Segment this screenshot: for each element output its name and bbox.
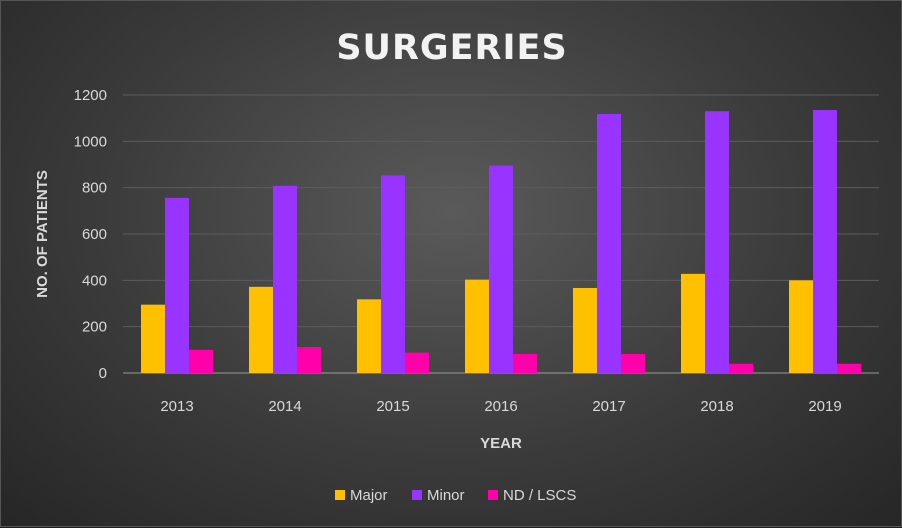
legend: Major Minor ND / LSCS <box>335 487 576 504</box>
y-tick-label: 800 <box>82 180 107 197</box>
bars <box>141 110 861 373</box>
y-axis: 0 200 400 600 800 1000 1200 <box>74 87 107 382</box>
bar-major-2016 <box>465 279 489 373</box>
legend-swatch <box>412 490 422 500</box>
y-tick-label: 600 <box>82 226 107 243</box>
y-axis-title: NO. OF PATIENTS <box>34 170 51 298</box>
y-tick-label: 400 <box>82 272 107 289</box>
bar-major-2019 <box>789 280 813 373</box>
bar-minor-2019 <box>813 110 837 373</box>
bar-minor-2014 <box>273 185 297 373</box>
y-tick-label: 0 <box>99 365 107 382</box>
bar-nd-lscs-2017 <box>621 354 645 373</box>
legend-swatch <box>488 490 498 500</box>
x-axis-title: YEAR <box>480 435 522 452</box>
x-tick-label: 2014 <box>268 398 301 415</box>
bar-major-2018 <box>681 273 705 373</box>
legend-swatch <box>335 490 345 500</box>
bar-nd-lscs-2013 <box>189 349 213 373</box>
chart-title: SURGERIES <box>336 28 567 68</box>
x-tick-label: 2018 <box>700 398 733 415</box>
bar-major-2015 <box>357 299 381 373</box>
bar-minor-2015 <box>381 175 405 373</box>
x-tick-label: 2017 <box>592 398 625 415</box>
legend-label: ND / LSCS <box>503 487 576 504</box>
y-tick-label: 200 <box>82 319 107 336</box>
legend-label: Minor <box>427 487 465 504</box>
bar-major-2017 <box>573 287 597 373</box>
x-tick-label: 2015 <box>376 398 409 415</box>
bar-major-2014 <box>249 286 273 373</box>
bar-minor-2016 <box>489 165 513 373</box>
x-tick-label: 2016 <box>484 398 517 415</box>
x-tick-label: 2019 <box>808 398 841 415</box>
legend-label: Major <box>350 487 388 504</box>
y-tick-label: 1200 <box>74 87 107 104</box>
bar-nd-lscs-2018 <box>729 363 753 373</box>
bar-minor-2017 <box>597 113 621 373</box>
bar-minor-2013 <box>165 197 189 373</box>
x-tick-label: 2013 <box>160 398 193 415</box>
bar-nd-lscs-2019 <box>837 363 861 373</box>
bar-major-2013 <box>141 304 165 373</box>
x-axis: 2013 2014 2015 2016 2017 2018 2019 <box>160 398 841 415</box>
bar-nd-lscs-2015 <box>405 352 429 373</box>
bar-minor-2018 <box>705 111 729 373</box>
y-tick-label: 1000 <box>74 133 107 150</box>
bar-nd-lscs-2014 <box>297 347 321 373</box>
bar-nd-lscs-2016 <box>513 354 537 373</box>
